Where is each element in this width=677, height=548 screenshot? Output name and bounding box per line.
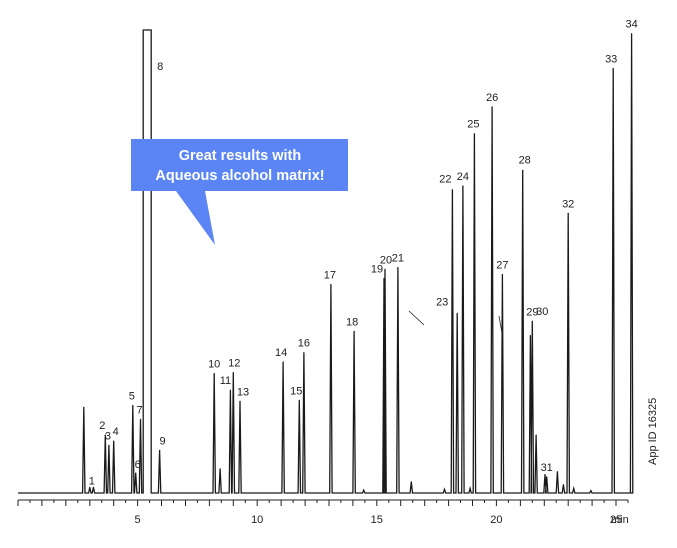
peak-label-14: 14 [275,347,287,359]
x-tick-label-10: 10 [251,514,263,526]
peak-apex-33 [612,67,614,69]
peak-label-28: 28 [519,154,531,166]
peak-apex-1 [89,486,91,488]
callout-bubble: Great results with Aqueous alcohol matri… [131,139,348,245]
peak-apex-unlabeled-26 [443,488,446,490]
peak-label-29: 29 [526,307,538,319]
peak-apex-unlabeled-37 [535,434,537,436]
peak-apex-unlabeled-25 [410,481,412,483]
peak-label-15: 15 [290,385,302,397]
peak-apex-27 [501,273,503,276]
peak-apex-18 [353,330,355,332]
peak-apex-34 [631,33,633,35]
peak-apex-unlabeled-12 [219,468,221,470]
peak-apex-30 [531,320,533,322]
peak-apex-unlabeled-0 [83,406,85,408]
peak-label-31: 31 [541,462,553,474]
peak-label-11: 11 [220,375,231,387]
peak-apex-20 [384,268,386,270]
peak-label-20: 20 [380,254,392,266]
peak-apex-4 [113,440,115,442]
peak-label-24: 24 [457,171,469,183]
peak-apex-26 [491,106,493,108]
app-id-label: App ID 16325 [647,398,659,465]
peak-label-18: 18 [346,316,358,328]
peak-label-12: 12 [228,358,240,370]
peak-label-10: 10 [208,359,220,371]
peak-label-25: 25 [467,119,479,131]
peak-label-27: 27 [496,260,508,272]
peak-apex-unlabeled-2 [92,486,94,488]
callout-shape [131,139,348,245]
peak-label-13: 13 [237,386,249,398]
peak-label-2: 2 [99,420,105,432]
peak-label-32: 32 [562,198,574,210]
leader-line-29 [498,315,503,334]
peak-apex-21 [397,266,399,269]
peak-apex-32 [567,212,569,214]
peak-apex-29 [529,335,532,337]
peak-label-7: 7 [136,404,142,416]
peak-label-23: 23 [436,296,448,308]
peak-label-30: 30 [536,306,548,318]
peak-apex-23 [456,312,458,314]
peak-label-1: 1 [89,475,95,487]
peak-apex-25 [473,133,475,135]
chromatogram-trace-layer [18,29,634,494]
callout-line-1: Great results with [179,148,301,164]
peak-apex-9 [159,449,161,451]
peak-apex-unlabeled-40 [556,471,559,473]
peak-apex-unlabeled-30 [469,487,471,489]
peak-apex-22 [451,189,453,191]
peak-apex-17 [330,284,332,286]
peak-apex-8 [146,29,148,31]
peak-apex-unlabeled-21 [363,489,365,491]
peak-apex-7 [139,418,142,420]
leader-line-23 [408,310,425,326]
peak-apex-24 [462,185,464,187]
peak-label-34: 34 [625,19,637,31]
peak-apex-5 [132,404,134,407]
x-axis-unit: min [611,514,629,526]
peak-label-21: 21 [392,253,404,265]
peak-apex-19 [383,278,385,280]
x-tick-label-25: 25 [610,514,622,526]
peak-label-8: 8 [157,61,163,73]
peak-label-6: 6 [135,459,141,471]
peak-apex-6 [135,472,137,474]
peak-apex-11 [229,389,231,391]
peak-apex-15 [298,399,300,401]
peak-label-33: 33 [605,53,617,65]
peak-apex-28 [522,169,524,171]
peak-label-9: 9 [160,435,166,447]
peak-apex-16 [303,352,305,354]
peak-apex-unlabeled-41 [562,484,565,486]
peak-label-16: 16 [298,338,310,350]
peak-apex-13 [239,400,241,402]
peak-apex-unlabeled-43 [573,487,575,489]
peak-apex-31 [546,476,548,478]
x-axis-ticks: 5 10 15 20 25 [17,500,629,526]
peak-label-19: 19 [371,264,383,276]
peak-apex-2 [104,434,106,436]
peak-label-5: 5 [129,391,135,403]
peak-apex-10 [213,372,215,375]
peak-apex-14 [282,361,284,363]
peak-apex-unlabeled-38 [544,473,546,476]
peak-label-26: 26 [486,92,498,104]
peak-label-4: 4 [113,426,119,438]
peak-label-3: 3 [105,430,111,442]
x-tick-label-5: 5 [135,514,141,526]
callout-line-2: Aqueous alcohol matrix! [155,168,324,184]
peak-apex-unlabeled-44 [590,490,592,492]
peak-label-17: 17 [324,270,336,282]
peak-label-22: 22 [439,174,451,186]
chromatogram-trace [18,29,634,494]
x-tick-label-20: 20 [490,514,502,526]
peak-apex-12 [232,372,234,374]
peak-apex-3 [108,444,110,446]
x-tick-label-15: 15 [371,514,383,526]
